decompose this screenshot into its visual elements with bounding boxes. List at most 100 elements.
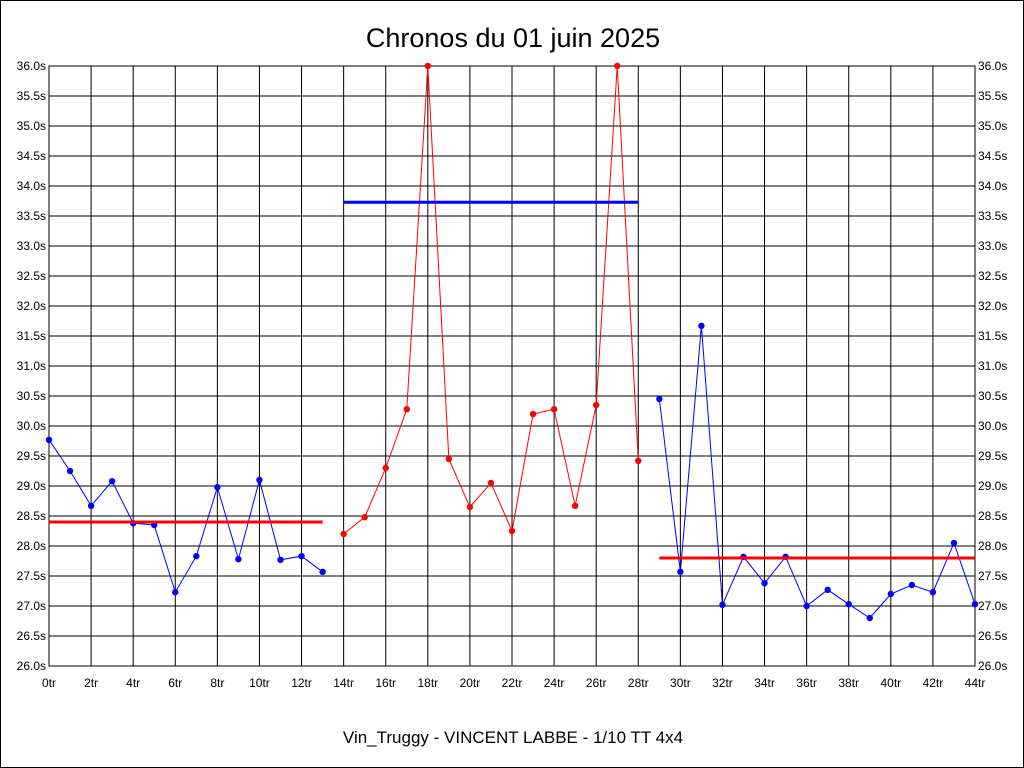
data-point (298, 553, 305, 560)
y-tick-label-right: 32.5s (978, 269, 1007, 283)
y-tick-label-left: 28.0s (17, 539, 46, 553)
y-tick-label-left: 34.0s (17, 179, 46, 193)
y-tick-label-right: 27.5s (978, 569, 1007, 583)
y-tick-label-right: 30.5s (978, 389, 1007, 403)
y-tick-label-left: 30.0s (17, 419, 46, 433)
x-tick-label: 16tr (375, 676, 396, 690)
x-tick-label: 0tr (42, 676, 56, 690)
y-tick-label-left: 27.5s (17, 569, 46, 583)
data-point (66, 467, 74, 475)
data-point (571, 502, 579, 509)
x-tick-label: 22tr (502, 676, 523, 690)
y-tick-label-left: 33.5s (17, 209, 46, 223)
data-point (235, 556, 242, 563)
series-marks (45, 62, 979, 622)
y-tick-label-left: 33.0s (17, 239, 46, 253)
data-point (971, 601, 979, 608)
y-tick-label-right: 29.5s (978, 449, 1007, 463)
data-point (550, 406, 558, 413)
data-point (761, 580, 768, 587)
y-tick-label-right: 34.0s (978, 179, 1007, 193)
y-tick-label-left: 36.0s (17, 59, 46, 73)
x-tick-label: 28tr (628, 676, 649, 690)
data-point (677, 568, 684, 575)
x-tick-label: 30tr (670, 676, 691, 690)
y-tick-label-left: 27.0s (17, 599, 46, 613)
data-point (592, 401, 600, 409)
data-point (887, 590, 895, 598)
data-point (929, 589, 937, 596)
x-tick-label: 32tr (712, 676, 733, 690)
series-line-run-2 (343, 65, 639, 535)
data-point (803, 602, 810, 610)
y-tick-label-left: 29.0s (17, 479, 46, 493)
data-point (424, 62, 432, 70)
data-point (824, 586, 831, 593)
x-tick-label: 14tr (333, 676, 354, 690)
data-point (845, 601, 852, 608)
y-tick-label-right: 35.0s (978, 119, 1007, 133)
x-tick-label: 8tr (210, 676, 224, 690)
y-tick-label-right: 28.5s (978, 509, 1007, 523)
data-point (256, 476, 263, 484)
data-point (635, 457, 642, 464)
chart-title: Chronos du 01 juin 2025 (366, 23, 660, 53)
y-tick-label-left: 34.5s (17, 149, 46, 163)
x-tick-label: 4tr (126, 676, 140, 690)
data-point (950, 539, 958, 547)
x-tick-label: 44tr (965, 676, 986, 690)
y-tick-label-right: 27.0s (978, 599, 1007, 613)
data-point (87, 502, 95, 509)
y-tick-label-right: 33.5s (978, 209, 1007, 223)
y-tick-label-left: 32.5s (17, 269, 46, 283)
data-point (108, 478, 116, 485)
x-tick-label: 2tr (84, 676, 98, 690)
x-tick-label: 40tr (880, 676, 901, 690)
data-point (193, 553, 200, 560)
y-tick-label-left: 35.0s (17, 119, 46, 133)
y-tick-label-left: 32.0s (17, 299, 46, 313)
data-point (866, 614, 873, 622)
data-point (382, 464, 389, 472)
y-tick-label-right: 32.0s (978, 299, 1007, 313)
y-tick-label-left: 30.5s (17, 389, 46, 403)
series-line-run-1 (48, 439, 323, 594)
data-point (45, 436, 53, 443)
data-point (614, 62, 621, 70)
data-point (214, 484, 221, 491)
x-tick-label: 6tr (168, 676, 182, 690)
chart-subtitle: Vin_Truggy - VINCENT LABBE - 1/10 TT 4x4 (343, 728, 683, 747)
x-tick-label: 10tr (249, 676, 270, 690)
x-tick-label: 26tr (586, 676, 607, 690)
grid: 26.0s 26.0s 26.5s 26.5s 27.0s 27.0s 27.5s 27.5s… (17, 59, 1008, 690)
data-point (529, 410, 537, 418)
x-tick-label: 34tr (754, 676, 775, 690)
data-point (277, 556, 284, 563)
plot-frame (48, 65, 976, 667)
y-tick-label-right: 33.0s (978, 239, 1007, 253)
x-tick-label: 18tr (417, 676, 438, 690)
y-tick-label-right: 31.0s (978, 359, 1007, 373)
y-tick-label-left: 29.5s (17, 449, 46, 463)
y-tick-label-left: 31.5s (17, 329, 46, 343)
data-point (319, 568, 326, 575)
y-tick-label-right: 31.5s (978, 329, 1007, 343)
y-tick-label-right: 34.5s (978, 149, 1007, 163)
y-tick-label-left: 26.5s (17, 629, 46, 643)
data-point (403, 406, 410, 413)
y-tick-label-left: 35.5s (17, 89, 46, 103)
data-point (508, 527, 516, 535)
y-tick-label-right: 26.0s (978, 659, 1007, 673)
y-tick-label-right: 35.5s (978, 89, 1007, 103)
y-tick-label-left: 28.5s (17, 509, 46, 523)
data-point (466, 503, 474, 511)
data-point (445, 455, 453, 463)
x-tick-label: 12tr (291, 676, 312, 690)
x-tick-label: 36tr (796, 676, 817, 690)
y-tick-label-right: 36.0s (978, 59, 1007, 73)
data-point (719, 601, 726, 608)
data-point (361, 514, 368, 521)
data-point (908, 581, 916, 589)
data-point (172, 589, 179, 596)
